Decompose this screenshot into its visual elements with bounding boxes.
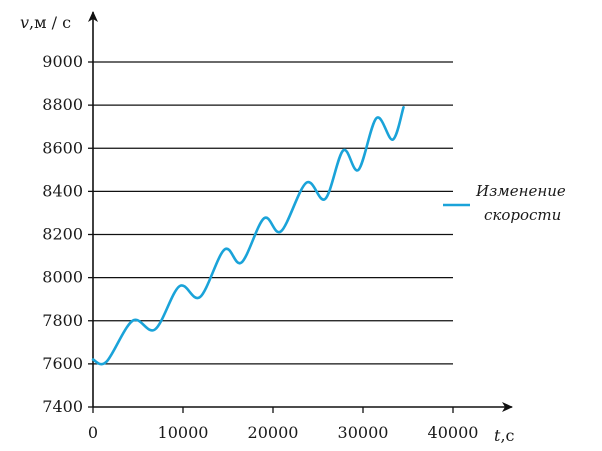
data-point (240, 261, 242, 263)
series-layer (91, 105, 405, 366)
y-tick-label: 8800 (42, 95, 83, 114)
y-axis-symbol: v (20, 13, 29, 32)
x-axis-symbol: t (494, 426, 501, 445)
data-point (324, 198, 326, 200)
x-tick-label: 0 (88, 423, 98, 442)
y-axis-label: v,м / с (20, 13, 71, 32)
data-point (105, 361, 107, 363)
y-tick-label: 8600 (42, 138, 83, 157)
data-point (342, 149, 344, 151)
data-point (92, 358, 94, 360)
legend-label-line-2: скорости (484, 206, 561, 224)
data-point (131, 320, 133, 322)
data-point (199, 296, 201, 298)
x-tick-label: 40000 (428, 423, 479, 442)
y-tick-label: 9000 (42, 52, 83, 71)
data-point (402, 106, 404, 108)
x-tick-label: 30000 (338, 423, 389, 442)
data-point (223, 248, 225, 250)
gridlines (93, 61, 453, 365)
x-axis-unit: ,с (500, 426, 514, 445)
series-line-velocity (91, 105, 405, 366)
axes (88, 11, 513, 412)
y-tick-label: 8000 (42, 268, 83, 287)
data-point (305, 182, 307, 184)
y-tick-label: 7800 (42, 311, 83, 330)
tick-marks (88, 61, 454, 413)
y-tick-label: 8400 (42, 181, 83, 200)
x-axis-label: t,с (494, 426, 515, 445)
x-tick-label: 10000 (158, 423, 209, 442)
legend: Изменение скорости (443, 182, 566, 224)
data-point (263, 217, 265, 219)
data-point (357, 169, 359, 171)
y-axis-unit: ,м / с (29, 13, 71, 32)
y-tick-label: 7400 (42, 397, 83, 416)
y-tick-label: 7600 (42, 354, 83, 373)
y-tick-label: 8200 (42, 225, 83, 244)
x-tick-label: 20000 (248, 423, 299, 442)
data-point (375, 117, 377, 119)
data-point (392, 138, 394, 140)
data-point (178, 285, 180, 287)
tick-labels: 7400 7600 7800 8000 8200 8400 8600 8800 9000 0 100… (42, 52, 478, 442)
data-point (154, 328, 156, 330)
legend-label-line-1: Изменение (475, 182, 566, 200)
data-point (280, 230, 282, 232)
